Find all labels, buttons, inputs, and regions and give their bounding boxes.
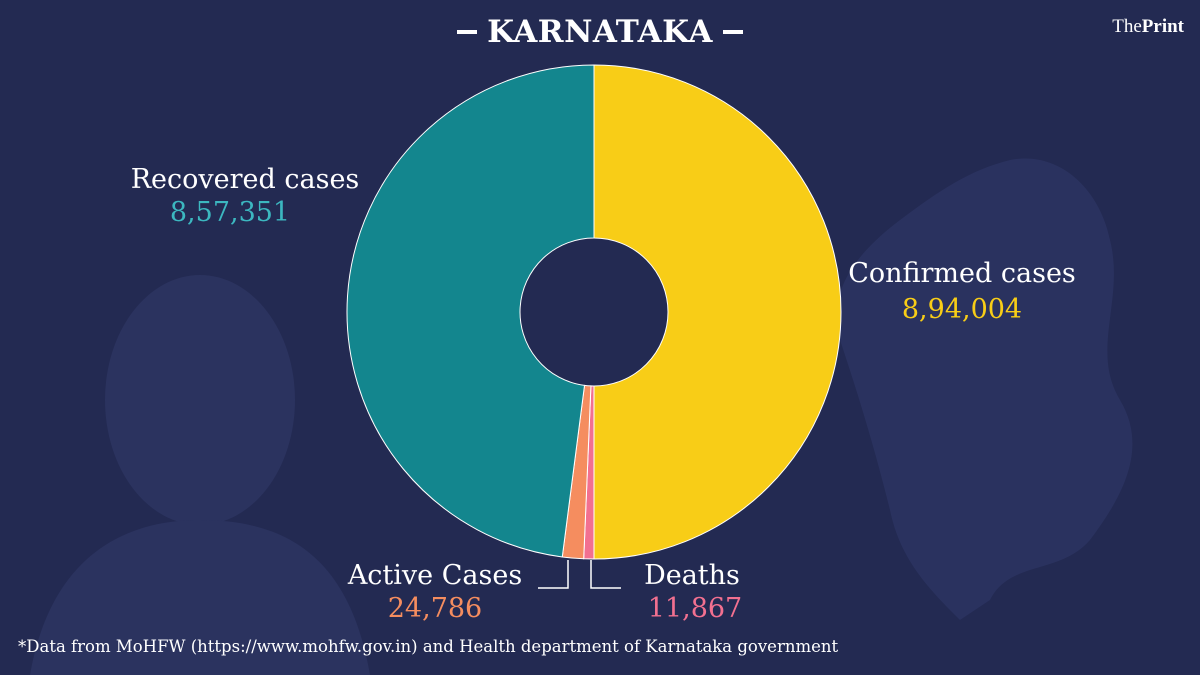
leader-line-active — [538, 560, 569, 589]
slice-confirmed-cases — [593, 64, 842, 560]
donut-slices — [346, 64, 842, 560]
label-active-name: Active Cases — [347, 560, 522, 591]
logo-the: The — [1112, 16, 1142, 37]
page-title: KARNATAKA — [487, 14, 713, 50]
leader-line-deaths — [590, 560, 621, 589]
karnataka-map-silhouette — [836, 158, 1133, 620]
label-active-value: 24,786 — [388, 593, 482, 624]
label-recovered-value: 8,57,351 — [170, 197, 290, 228]
title-dash-right — [722, 30, 743, 34]
label-recovered-name: Recovered cases — [131, 164, 360, 195]
label-deaths-name: Deaths — [644, 560, 740, 591]
person-silhouette — [30, 275, 370, 675]
label-confirmed-value: 8,94,004 — [902, 294, 1022, 325]
data-source-footnote: *Data from MoHFW (https://www.mohfw.gov.… — [18, 637, 839, 656]
title-bar: KARNATAKA — [0, 14, 1200, 50]
leader-lines — [538, 560, 621, 589]
slice-recovered-cases — [346, 64, 595, 558]
label-confirmed-name: Confirmed cases — [848, 258, 1076, 289]
slice-labels: Recovered cases 8,57,351 Confirmed cases… — [131, 164, 1076, 624]
title-dash-left — [457, 30, 478, 34]
theprint-logo: ThePrint — [1112, 16, 1184, 38]
label-deaths-value: 11,867 — [648, 593, 742, 624]
logo-print: Print — [1141, 16, 1184, 37]
